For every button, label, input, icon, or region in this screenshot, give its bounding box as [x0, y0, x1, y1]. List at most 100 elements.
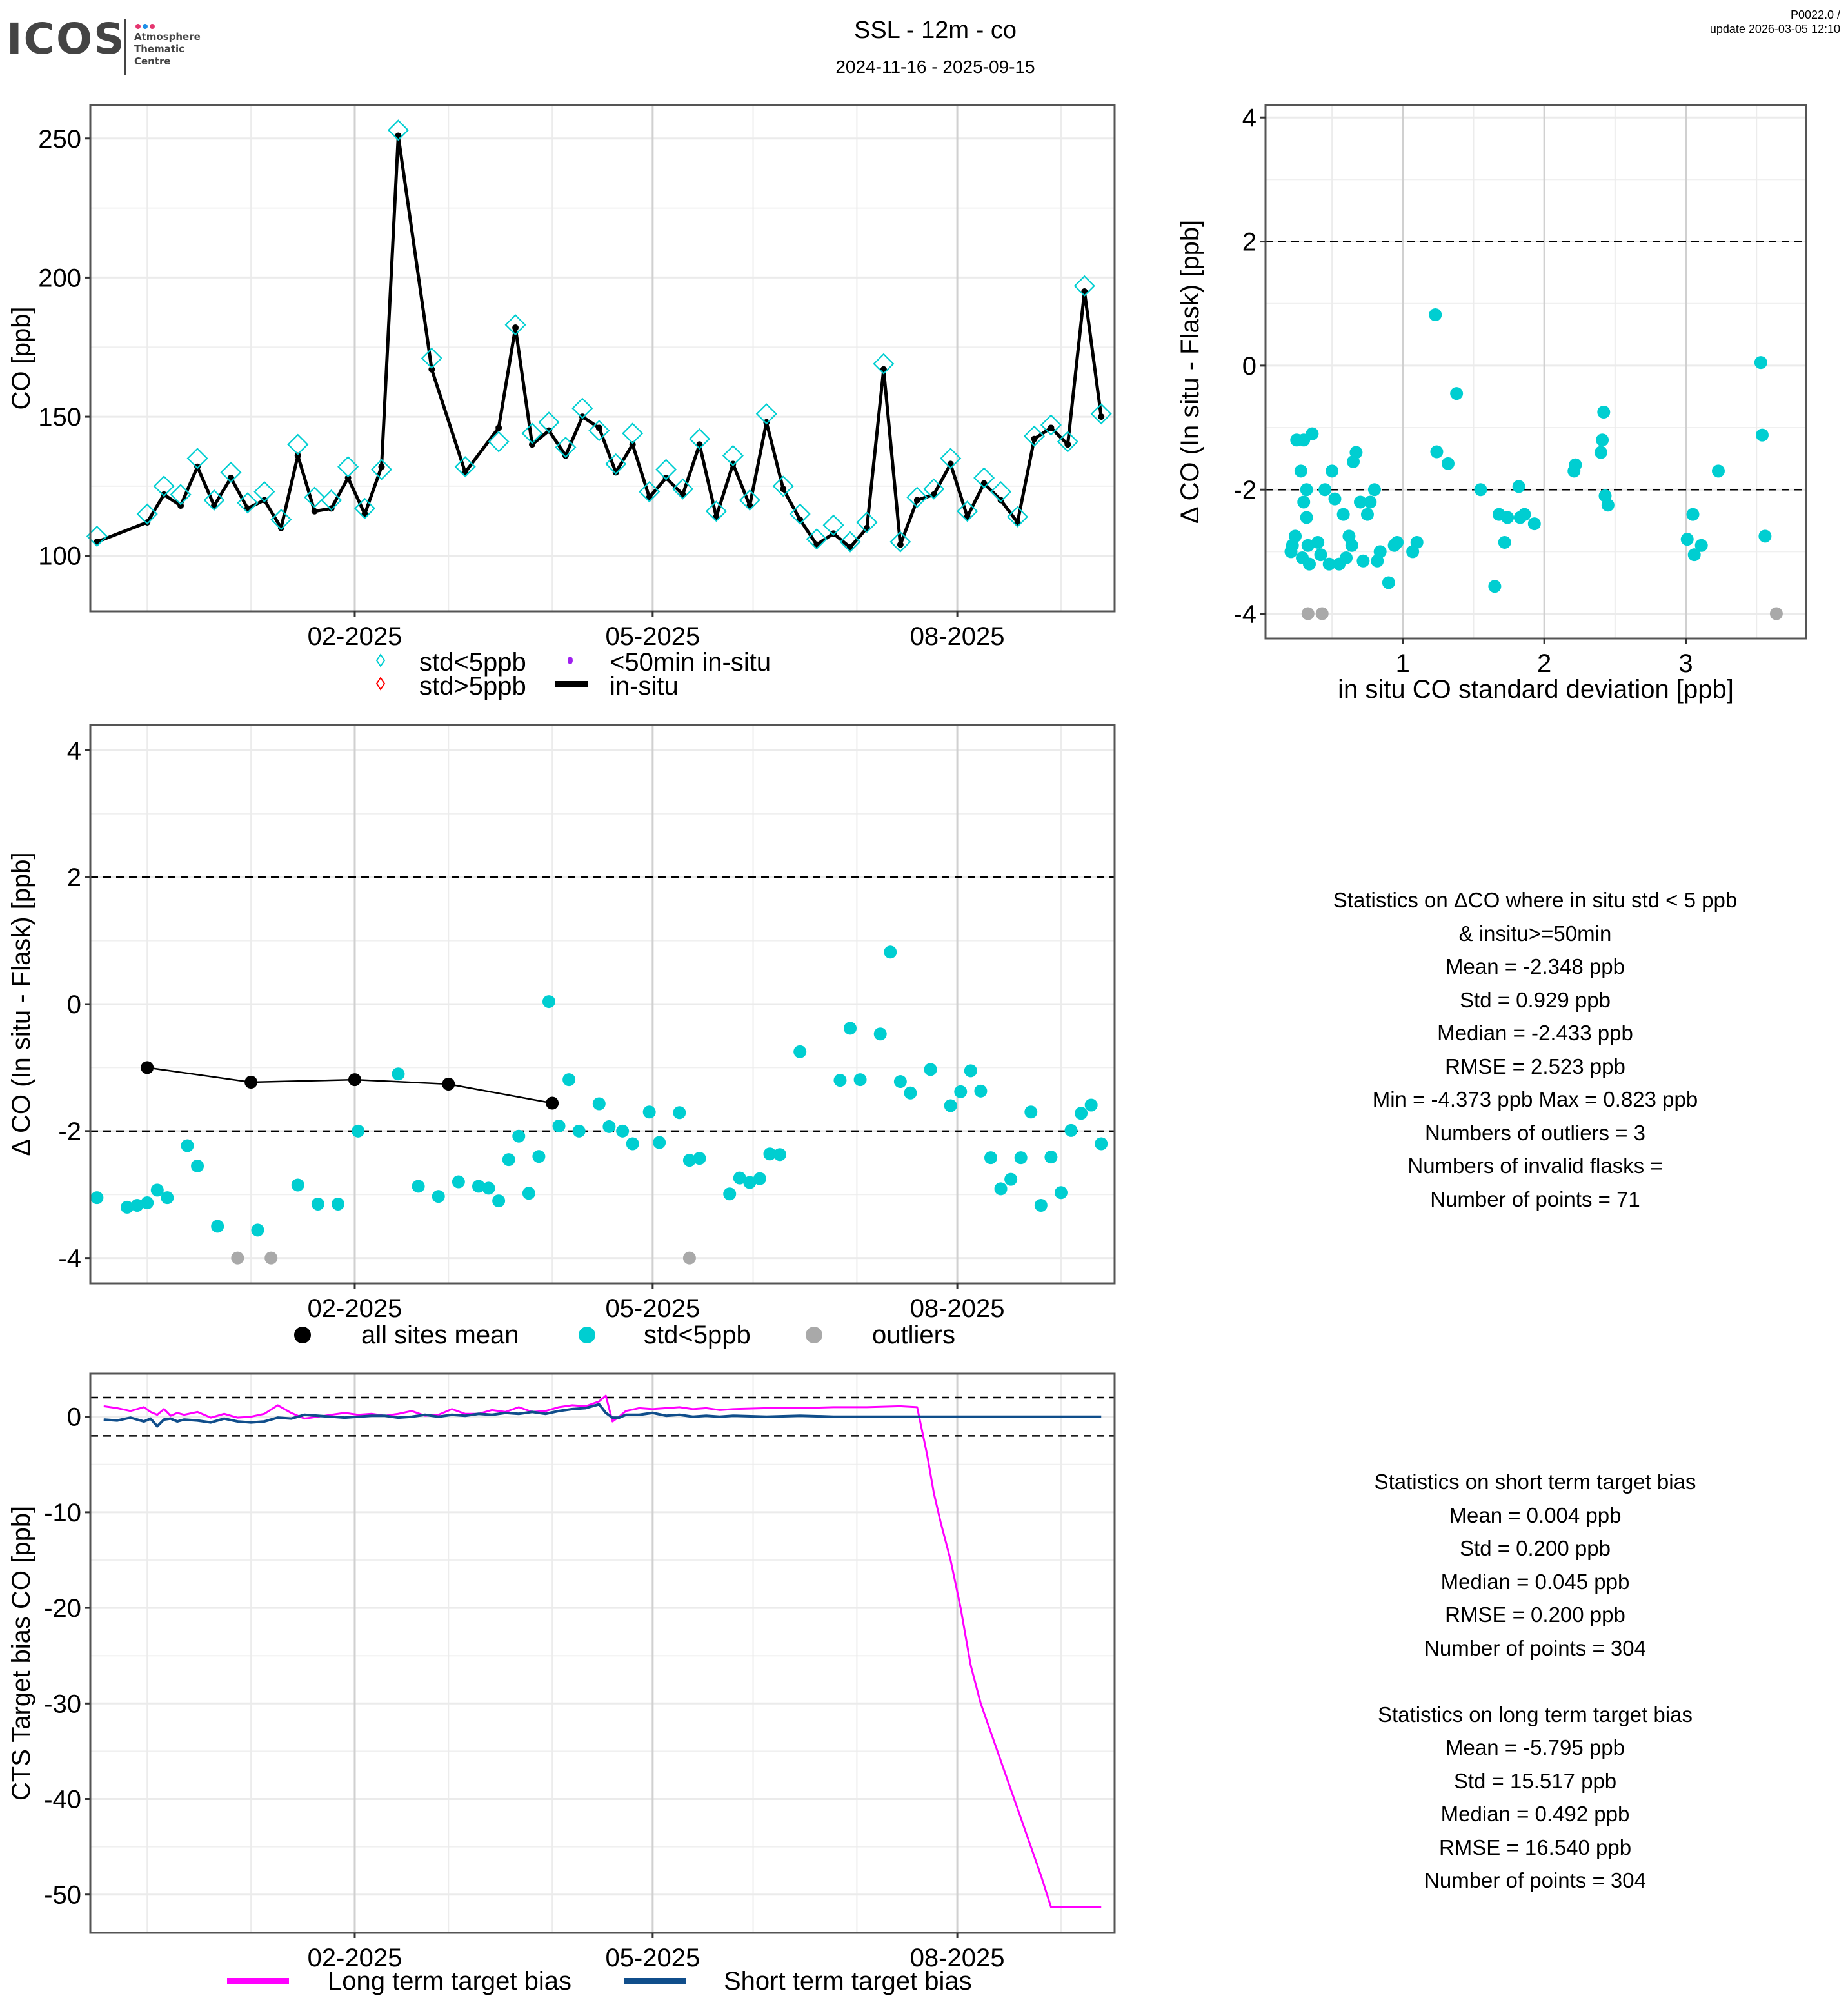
std-lt5-point	[412, 1180, 425, 1193]
std-lt5-point	[763, 1147, 777, 1161]
std-lt5-point	[1527, 517, 1541, 531]
y-tick-label: -2	[58, 1118, 81, 1146]
std-lt5-point	[924, 1063, 937, 1076]
std-lt5-point	[693, 1152, 706, 1165]
legend-all-sites-mean-icon	[294, 1327, 311, 1343]
logo-sub-line: Centre	[134, 55, 171, 67]
std-lt5-point	[1300, 483, 1313, 497]
stat-line	[1245, 1665, 1825, 1698]
std-lt5-point	[1034, 1198, 1048, 1212]
x-tick-label: 02-2025	[308, 1944, 402, 1972]
std-lt5-point	[1367, 483, 1381, 497]
flask-diamond	[220, 461, 242, 483]
outlier-point	[264, 1251, 278, 1265]
std-lt5-point	[332, 1197, 345, 1211]
flask-diamond	[203, 489, 225, 511]
stat-line: Statistics on short term target bias	[1374, 1470, 1696, 1494]
insitu-point	[629, 441, 636, 448]
date-range: 2024-11-16 - 2025-09-15	[835, 57, 1035, 77]
std-lt5-point	[1518, 508, 1531, 521]
stat-line: Min = -4.373 ppb Max = 0.823 ppb	[1372, 1087, 1698, 1111]
target-bias-statistics: Statistics on short term target bias Mean…	[1245, 1465, 1825, 1897]
std-lt5-point	[1594, 446, 1607, 459]
stat-line: Mean = 0.004 ppb	[1449, 1503, 1622, 1527]
outlier-point	[1769, 607, 1783, 620]
std-lt5-point	[191, 1159, 204, 1172]
std-lt5-point	[904, 1086, 917, 1100]
std-lt5-point	[1686, 508, 1700, 521]
std-lt5-point	[984, 1151, 997, 1165]
legend-label: in-situ	[610, 672, 679, 700]
std-lt5-point	[1754, 356, 1767, 370]
insitu-point	[1031, 435, 1038, 442]
flask-diamond	[387, 119, 409, 141]
x-tick-label: 08-2025	[910, 622, 1005, 651]
insitu-point	[328, 505, 335, 512]
insitu-point	[495, 424, 502, 431]
flask-diamond	[504, 314, 526, 336]
flask-diamond	[370, 459, 393, 480]
legend-insitu-line-icon	[555, 681, 588, 687]
insitu-point	[294, 452, 301, 459]
stat-line: RMSE = 16.540 ppb	[1438, 1835, 1632, 1859]
insitu-line	[96, 133, 1103, 549]
all-sites-mean-point	[244, 1076, 258, 1089]
flask-diamond	[973, 467, 995, 489]
std-lt5-point	[130, 1198, 144, 1212]
x-tick-label: 1	[1396, 649, 1410, 678]
page-title: SSL - 12m - co	[853, 17, 1017, 44]
std-lt5-point	[161, 1191, 174, 1205]
logo-sub-line: Thematic	[134, 43, 185, 55]
flask-diamond	[521, 422, 543, 444]
std-lt5-point	[1294, 464, 1307, 478]
y-tick-label: -40	[44, 1786, 81, 1814]
std-lt5-point	[311, 1197, 324, 1211]
flask-diamond	[538, 411, 560, 433]
std-lt5-point	[1391, 535, 1404, 549]
logo-text: ICOS	[6, 14, 126, 64]
y-tick-label: 200	[38, 264, 81, 292]
std-lt5-point	[1694, 539, 1708, 552]
std-lt5-point	[532, 1150, 546, 1163]
std-lt5-point	[853, 1073, 867, 1087]
std-lt5-point	[1474, 483, 1487, 497]
flask-statistics: Statistics on ΔCO where in situ std < 5 …	[1245, 884, 1825, 1216]
stat-line: Std = 0.200 ppb	[1460, 1536, 1611, 1560]
flask-diamond	[856, 511, 878, 533]
std-lt5-point	[1300, 511, 1313, 524]
flask-diamond	[789, 503, 811, 525]
std-lt5-point	[352, 1124, 365, 1138]
std-lt5-point	[626, 1137, 639, 1151]
flask-diamond	[806, 528, 828, 550]
stat-line: Statistics on ΔCO where in situ std < 5 …	[1333, 888, 1738, 912]
short-term-bias-line	[103, 1403, 1102, 1428]
std-lt5-point	[1064, 1123, 1078, 1137]
std-lt5-point	[1758, 529, 1772, 543]
stat-line: Statistics on long term target bias	[1378, 1702, 1693, 1726]
chart-scatter_std	[1260, 104, 1807, 644]
y-tick-label: 4	[67, 737, 81, 765]
insitu-point	[612, 469, 619, 476]
version-label: P0022.0 /	[1790, 8, 1840, 21]
plot-frame	[89, 104, 1116, 613]
legend-short-insitu-icon	[568, 657, 573, 664]
std-lt5-point	[181, 1139, 194, 1152]
insitu-point	[830, 530, 837, 537]
std-lt5-point	[1429, 308, 1442, 322]
std-lt5-point	[873, 1027, 887, 1041]
stat-line: Number of points = 304	[1424, 1636, 1646, 1660]
flask-diamond	[321, 489, 343, 511]
all-sites-mean-point	[141, 1061, 154, 1074]
std-lt5-point	[944, 1099, 957, 1112]
stat-line: Number of points = 304	[1424, 1868, 1646, 1892]
stat-line: Median = -2.433 ppb	[1437, 1021, 1633, 1045]
x-tick-label: 02-2025	[308, 622, 402, 651]
std-lt5-point	[642, 1105, 656, 1119]
std-lt5-point	[1501, 511, 1515, 524]
std-lt5-point	[1349, 446, 1363, 459]
insitu-point	[261, 497, 268, 504]
std-lt5-point	[1322, 557, 1336, 571]
std-lt5-point	[1314, 548, 1327, 562]
flask-diamond	[688, 428, 711, 450]
legend-outliers-icon	[806, 1327, 822, 1343]
